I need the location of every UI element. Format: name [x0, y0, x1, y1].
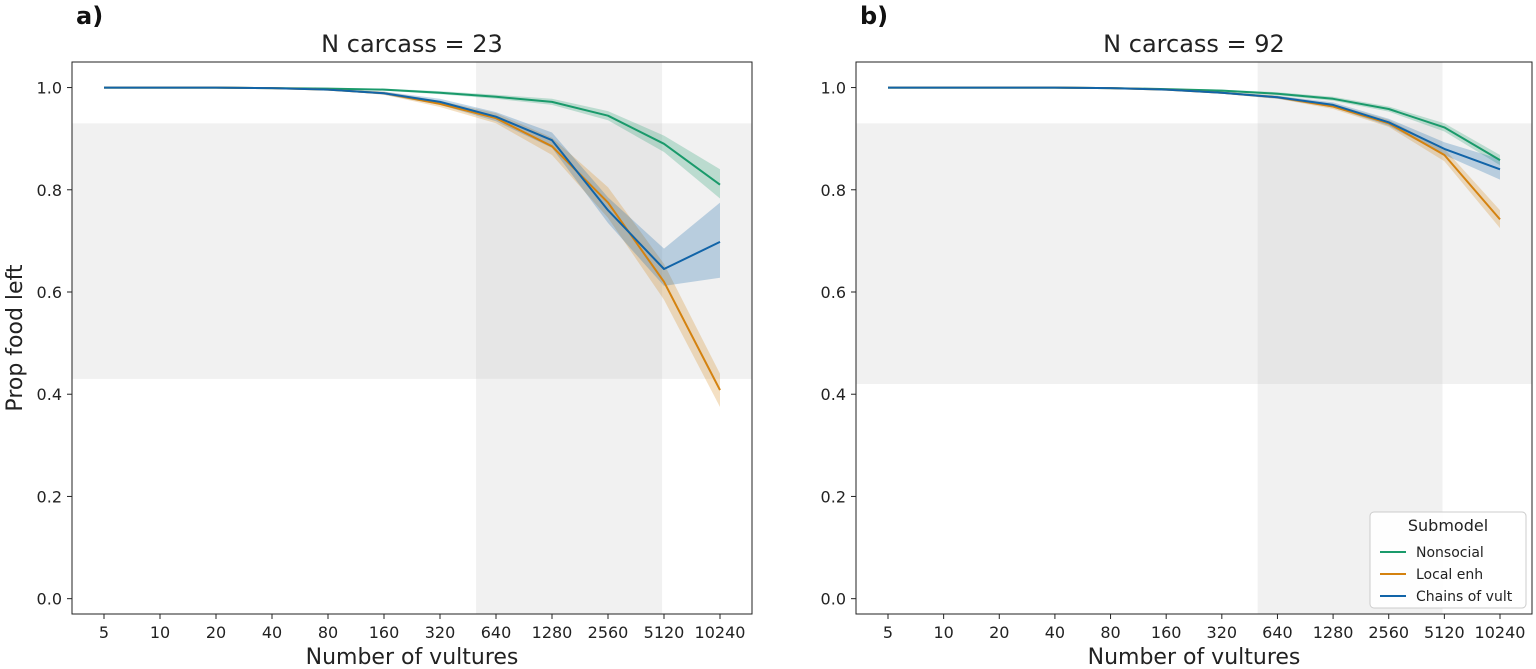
y-tick-label: 1.0 — [37, 79, 62, 98]
x-tick-label: 10 — [933, 623, 953, 642]
legend-entry-nonsocial: Nonsocial — [1416, 545, 1484, 561]
legend-title: Submodel — [1408, 516, 1488, 535]
legend-box — [1369, 511, 1527, 609]
x-tick-label: 5120 — [644, 623, 685, 642]
x-tick-label: 1280 — [532, 623, 573, 642]
panel-a: 5 10 20 40 80 160 320 640 1280 2560 5120 10240 0.0 0.… — [3, 2, 753, 669]
x-tick-label: 10240 — [1475, 623, 1526, 642]
x-axis-label: Number of vultures — [1088, 645, 1301, 669]
panel-label: b) — [860, 2, 888, 30]
y-tick-label: 0.0 — [37, 590, 62, 609]
x-tick-label: 2560 — [588, 623, 629, 642]
y-tick-label: 0.8 — [821, 181, 846, 200]
legend-entry-chains: Chains of vult — [1416, 589, 1513, 605]
y-tick-label: 0.8 — [37, 181, 62, 200]
y-axis-label: Prop food left — [3, 264, 28, 411]
x-tick-label: 160 — [1151, 623, 1182, 642]
panel-b: 5 10 20 40 80 160 320 640 1280 2560 5120 10240 0.0 0.… — [821, 2, 1533, 669]
plot-frame — [855, 61, 1533, 615]
x-tick-label: 1280 — [1313, 623, 1354, 642]
x-tick-label: 40 — [1045, 623, 1065, 642]
shaded-y-band — [72, 123, 752, 379]
x-tick-label: 320 — [1207, 623, 1238, 642]
y-tick-label: 0.0 — [821, 590, 846, 609]
x-tick-label: 2560 — [1368, 623, 1409, 642]
band-chains — [104, 87, 720, 286]
y-tick-label: 1.0 — [821, 79, 846, 98]
x-tick-label: 5 — [99, 623, 109, 642]
x-tick-label: 80 — [1100, 623, 1120, 642]
chart-title: N carcass = 23 — [321, 30, 503, 58]
x-tick-label: 640 — [1262, 623, 1293, 642]
y-tick-label: 0.6 — [821, 283, 846, 302]
line-chains — [104, 86, 721, 270]
chart-title: N carcass = 92 — [1103, 30, 1285, 58]
y-tick-label: 0.4 — [821, 385, 846, 404]
x-tick-label: 20 — [989, 623, 1009, 642]
x-tick-label: 10 — [150, 623, 170, 642]
legend-entry-local_enh: Local enh — [1416, 567, 1483, 583]
x-axis-label: Number of vultures — [306, 645, 519, 669]
y-tick-label: 0.2 — [37, 487, 62, 506]
plot-frame — [71, 61, 753, 615]
x-tick-label: 640 — [481, 623, 512, 642]
legend: Submodel Nonsocial Local enh Chains of vult — [1369, 511, 1527, 609]
x-tick-label: 80 — [318, 623, 338, 642]
x-tick-label: 5 — [883, 623, 893, 642]
band-local_enh — [104, 87, 720, 407]
shaded-x-band — [476, 62, 663, 614]
line-chains — [888, 86, 1501, 171]
x-tick-label: 160 — [369, 623, 400, 642]
x-tick-label: 40 — [262, 623, 282, 642]
y-tick-label: 0.4 — [37, 385, 62, 404]
panel-label: a) — [76, 2, 103, 30]
x-tick-label: 320 — [425, 623, 456, 642]
x-tick-label: 5120 — [1424, 623, 1465, 642]
y-tick-label: 0.6 — [37, 283, 62, 302]
x-tick-label: 20 — [206, 623, 226, 642]
x-tick-label: 10240 — [695, 623, 746, 642]
shaded-y-band — [856, 123, 1532, 384]
y-tick-label: 0.2 — [821, 487, 846, 506]
